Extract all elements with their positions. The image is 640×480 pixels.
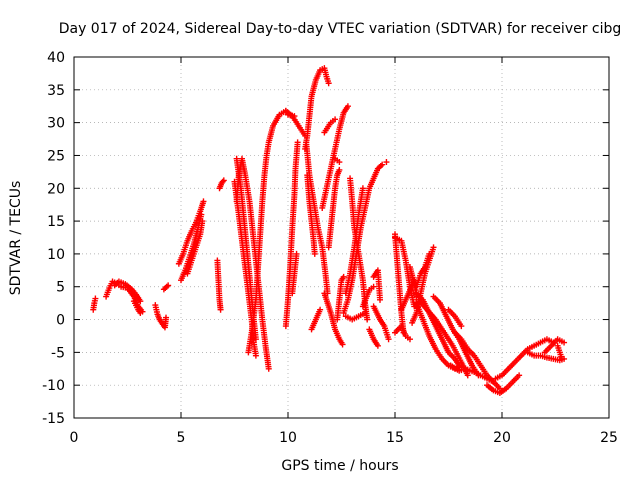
x-tick-label: 10 [279, 430, 297, 446]
data-point [406, 336, 413, 343]
data-point [291, 113, 298, 120]
y-tick-label: -10 [42, 378, 65, 394]
data-point [362, 309, 369, 316]
data-point [339, 341, 346, 348]
data-point [92, 295, 99, 302]
y-axis: -15 -10 -5 0 5 10 15 20 25 30 35 40 [42, 50, 609, 427]
x-tick-label: 15 [386, 430, 404, 446]
y-tick-label: 15 [47, 214, 65, 230]
data-point [137, 309, 144, 316]
y-tick-label: 35 [47, 83, 65, 99]
data-point [252, 352, 259, 359]
data-point [426, 250, 433, 257]
x-tick-label: 25 [600, 430, 618, 446]
chart-title: Day 017 of 2024, Sidereal Day-to-day VTE… [59, 21, 622, 37]
y-tick-label: 30 [47, 116, 65, 132]
y-tick-label: -5 [51, 345, 65, 361]
data-point [294, 139, 301, 146]
y-axis-label: SDTVAR / TECUs [8, 181, 24, 296]
data-point [364, 316, 371, 323]
y-tick-label: 20 [47, 181, 65, 197]
data-point [317, 306, 324, 313]
data-point [458, 323, 465, 330]
y-tick-label: -15 [42, 411, 65, 427]
x-axis: 0 5 10 15 20 25 [70, 57, 618, 446]
x-tick-label: 0 [70, 430, 79, 446]
data-point [199, 218, 206, 225]
data-point [464, 372, 471, 379]
data-point [163, 314, 170, 321]
data-point [385, 336, 392, 343]
data-point [430, 244, 437, 251]
data-point [336, 166, 343, 173]
data-point [370, 283, 377, 290]
data-point [377, 296, 384, 303]
data-point [359, 185, 366, 192]
y-tick-label: 40 [47, 50, 65, 66]
plot-frame [73, 56, 610, 419]
data-point [340, 273, 347, 280]
data-point [383, 159, 390, 166]
data-point [220, 177, 227, 184]
data-point [332, 116, 339, 123]
data-point [336, 159, 343, 166]
data-point [379, 161, 386, 168]
data-point [165, 282, 172, 289]
grid-lines [74, 57, 609, 418]
data-points [90, 65, 568, 397]
y-tick-label: 5 [56, 280, 65, 296]
data-point [198, 211, 205, 218]
data-point [293, 250, 300, 257]
data-point [265, 365, 272, 372]
y-tick-label: 10 [47, 247, 65, 263]
y-tick-label: 25 [47, 148, 65, 164]
data-point [217, 306, 224, 313]
data-point [374, 342, 381, 349]
x-axis-label: GPS time / hours [281, 458, 398, 474]
data-point [558, 355, 565, 362]
data-point [200, 198, 207, 205]
x-tick-label: 5 [177, 430, 186, 446]
data-point [516, 372, 523, 379]
data-point [490, 378, 497, 385]
data-point [561, 339, 568, 346]
data-point [325, 80, 332, 87]
data-point [311, 250, 318, 257]
y-tick-label: 0 [56, 313, 65, 329]
x-tick-label: 20 [493, 430, 511, 446]
data-point [344, 103, 351, 110]
data-point [137, 298, 144, 305]
